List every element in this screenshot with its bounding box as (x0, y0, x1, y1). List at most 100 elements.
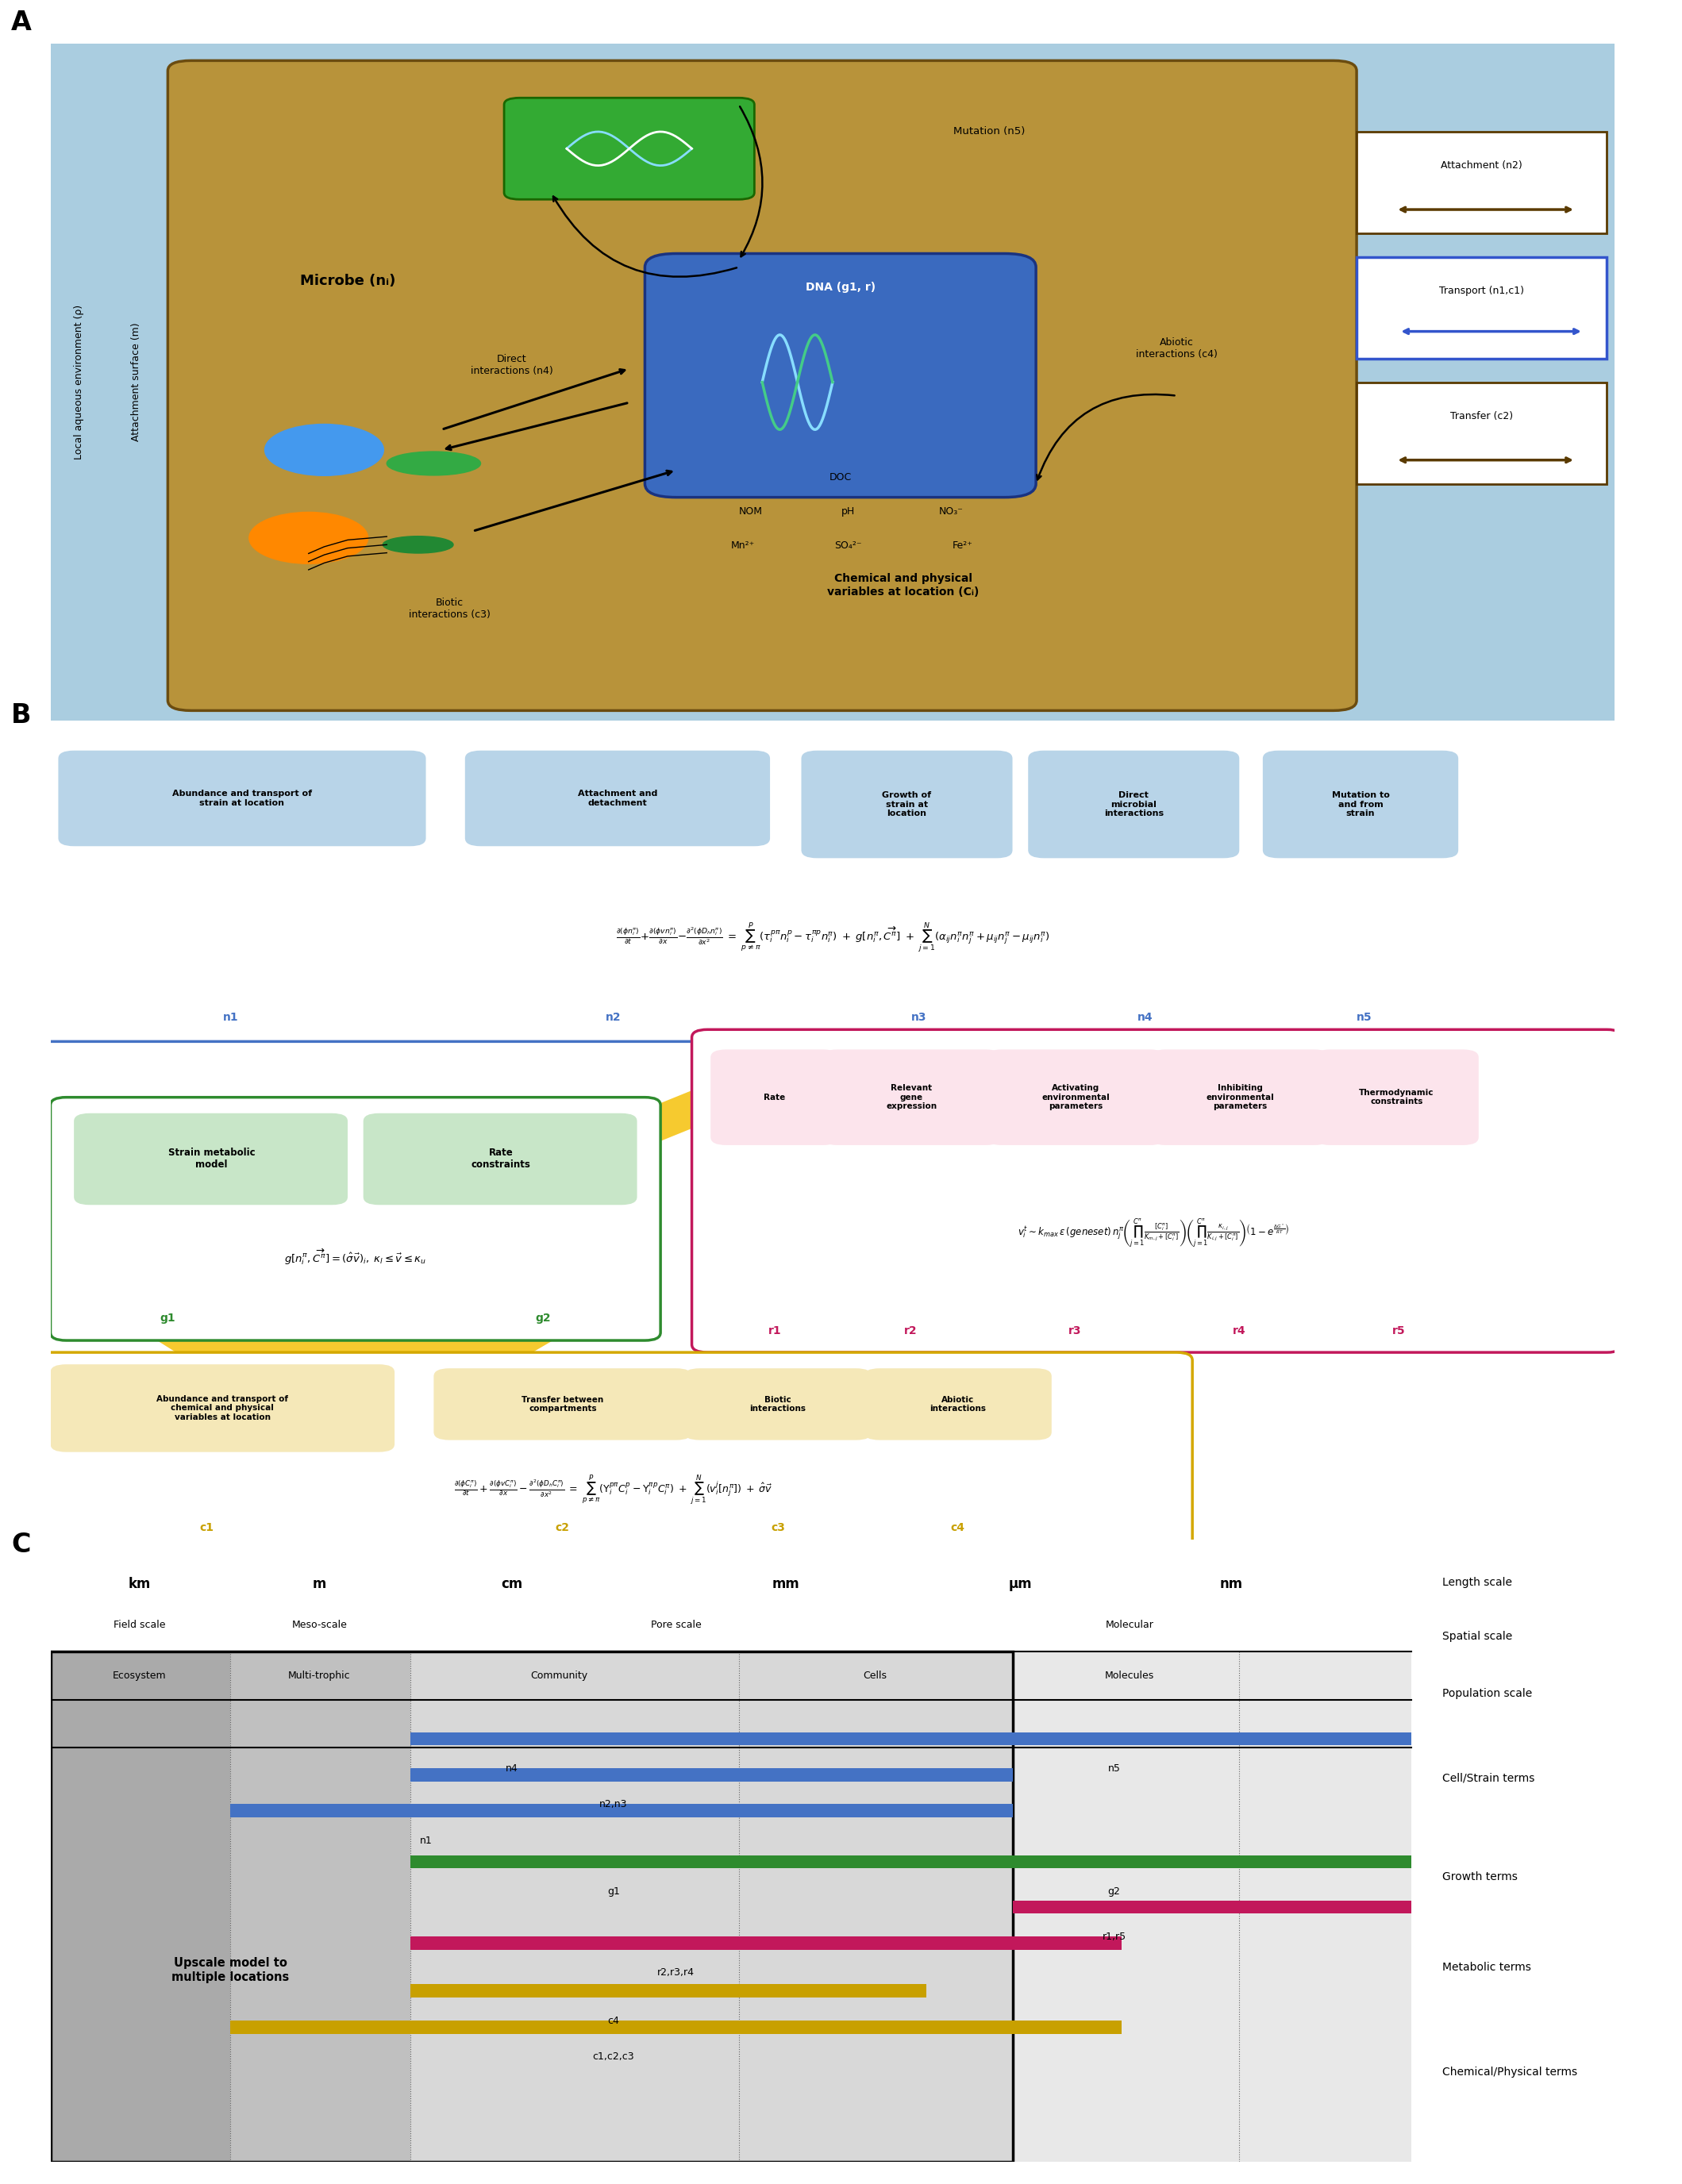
Text: Abiotic
interactions (c4): Abiotic interactions (c4) (1135, 336, 1218, 360)
Text: c1: c1 (200, 1522, 214, 1533)
Bar (410, 1937, 1122, 1950)
FancyBboxPatch shape (685, 1369, 871, 1439)
FancyBboxPatch shape (27, 33, 1638, 732)
Ellipse shape (383, 537, 452, 553)
Text: c3: c3 (770, 1522, 785, 1533)
Ellipse shape (387, 452, 481, 476)
Bar (230, 1804, 1013, 1817)
Text: C: C (12, 1531, 30, 1557)
Bar (230, 1651, 410, 2162)
Text: Field scale: Field scale (114, 1621, 165, 1629)
Text: c4: c4 (607, 2016, 619, 2027)
FancyBboxPatch shape (1314, 1051, 1478, 1144)
Text: n1: n1 (222, 1011, 239, 1022)
FancyBboxPatch shape (710, 1051, 839, 1144)
Text: Molecular: Molecular (1105, 1621, 1154, 1629)
Text: Meso-scale: Meso-scale (291, 1621, 346, 1629)
Text: n1: n1 (419, 1835, 432, 1845)
Text: g1: g1 (160, 1313, 175, 1324)
Polygon shape (340, 1033, 927, 1232)
Text: n3: n3 (912, 1011, 927, 1022)
FancyBboxPatch shape (644, 253, 1036, 498)
FancyBboxPatch shape (1263, 751, 1458, 858)
Bar (410, 1854, 1013, 1870)
Text: Metabolic terms: Metabolic terms (1443, 1961, 1531, 1972)
Text: Molecules: Molecules (1105, 1671, 1154, 1682)
Text: Direct
interactions (n4): Direct interactions (n4) (471, 354, 553, 376)
Text: r3: r3 (1068, 1326, 1082, 1337)
Text: $g[n_i^{\pi}, \overrightarrow{C^{\pi}}] = (\hat{\sigma}\vec{v})_i,\;\kappa_l \le: $g[n_i^{\pi}, \overrightarrow{C^{\pi}}] … (284, 1247, 427, 1267)
Text: Biotic
interactions (c3): Biotic interactions (c3) (409, 598, 489, 620)
Text: n2: n2 (606, 1011, 621, 1022)
Bar (50, 1651, 230, 2162)
Text: NOM: NOM (738, 507, 762, 518)
Bar (230, 2020, 1122, 2033)
Text: Cells: Cells (863, 1671, 886, 1682)
FancyBboxPatch shape (865, 1369, 1051, 1439)
FancyBboxPatch shape (986, 1051, 1166, 1144)
Text: n2,n3: n2,n3 (599, 1800, 627, 1811)
Text: Growth of
strain at
location: Growth of strain at location (883, 791, 932, 817)
FancyBboxPatch shape (464, 751, 770, 845)
Text: r1,r5: r1,r5 (1102, 1931, 1127, 1942)
Text: Microbe (nᵢ): Microbe (nᵢ) (299, 273, 395, 288)
FancyBboxPatch shape (801, 751, 1013, 858)
Text: r1: r1 (769, 1326, 782, 1337)
Text: Activating
environmental
parameters: Activating environmental parameters (1041, 1083, 1110, 1109)
Text: km: km (128, 1577, 151, 1590)
Text: Fe²⁺: Fe²⁺ (952, 539, 972, 550)
Bar (410, 1985, 927, 1998)
Text: g1: g1 (607, 1887, 621, 1896)
Text: Transfer between
compartments: Transfer between compartments (521, 1396, 604, 1413)
Text: g2: g2 (535, 1313, 552, 1324)
FancyBboxPatch shape (1150, 1051, 1330, 1144)
FancyBboxPatch shape (50, 1365, 395, 1452)
Text: Population scale: Population scale (1443, 1688, 1532, 1699)
Text: Direct
microbial
interactions: Direct microbial interactions (1103, 791, 1164, 817)
Bar (410, 1651, 1013, 2162)
Text: g2: g2 (1108, 1887, 1120, 1896)
Bar (1013, 1900, 1411, 1913)
Bar (410, 1769, 1013, 1782)
FancyBboxPatch shape (1028, 751, 1240, 858)
Text: Abundance and transport of
strain at location: Abundance and transport of strain at loc… (172, 791, 311, 806)
Text: DNA (g1, r): DNA (g1, r) (806, 282, 875, 293)
FancyBboxPatch shape (1357, 131, 1606, 234)
FancyBboxPatch shape (363, 1114, 637, 1206)
Text: Strain metabolic
model: Strain metabolic model (168, 1147, 256, 1171)
Text: Attachment and
detachment: Attachment and detachment (577, 791, 658, 806)
Text: DOC: DOC (829, 472, 851, 483)
Text: r2,r3,r4: r2,r3,r4 (658, 1968, 695, 1979)
Text: Rate: Rate (764, 1094, 785, 1101)
Text: Community: Community (530, 1671, 587, 1682)
Text: Chemical/Physical terms: Chemical/Physical terms (1443, 2066, 1578, 2077)
Text: n4: n4 (1137, 1011, 1154, 1022)
FancyBboxPatch shape (434, 1369, 691, 1439)
Text: n5: n5 (1108, 1762, 1120, 1773)
Text: Local aqueous environment (ρ): Local aqueous environment (ρ) (74, 306, 84, 459)
FancyBboxPatch shape (691, 1029, 1623, 1352)
Text: Attachment (n2): Attachment (n2) (1441, 159, 1522, 170)
Text: Growth is based on variables at location and metabolic capabilities: Growth is based on variables at location… (885, 1125, 1219, 1133)
Text: Transport (n1,c1): Transport (n1,c1) (1440, 286, 1524, 297)
Text: $\frac{\partial(\phi n_i^{\pi})}{\partial t}$$+\frac{\partial(\phi v n_i^{\pi})}: $\frac{\partial(\phi n_i^{\pi})}{\partia… (616, 922, 1050, 954)
Text: c1,c2,c3: c1,c2,c3 (592, 2051, 634, 2062)
Text: Attachment surface (m): Attachment surface (m) (131, 323, 141, 441)
Text: Abundance and transport of
chemical and physical
variables at location: Abundance and transport of chemical and … (156, 1396, 288, 1422)
Text: r5: r5 (1393, 1326, 1406, 1337)
Text: c4: c4 (950, 1522, 965, 1533)
Text: Pore scale: Pore scale (651, 1621, 701, 1629)
Text: Rate
constraints: Rate constraints (471, 1147, 532, 1171)
Text: pH: pH (841, 507, 854, 518)
Text: n5: n5 (1357, 1011, 1373, 1022)
Text: Chemical and physical
variables at location (Cᵢ): Chemical and physical variables at locat… (828, 574, 979, 596)
Text: Relevant
gene
expression: Relevant gene expression (886, 1083, 937, 1109)
Text: $v_i^t \sim k_{max}\,\epsilon\,(geneset)\,n_j^{\pi}\left(\prod_{j=1}^{C^{\pi}}\f: $v_i^t \sim k_{max}\,\epsilon\,(geneset)… (1018, 1216, 1288, 1249)
Text: Mutation to
and from
strain: Mutation to and from strain (1332, 791, 1389, 817)
FancyBboxPatch shape (74, 1114, 348, 1206)
FancyBboxPatch shape (168, 61, 1357, 710)
Text: μm: μm (1009, 1577, 1033, 1590)
Text: c2: c2 (555, 1522, 569, 1533)
Text: NO₃⁻: NO₃⁻ (939, 507, 964, 518)
Text: Growth terms: Growth terms (1443, 1872, 1517, 1883)
